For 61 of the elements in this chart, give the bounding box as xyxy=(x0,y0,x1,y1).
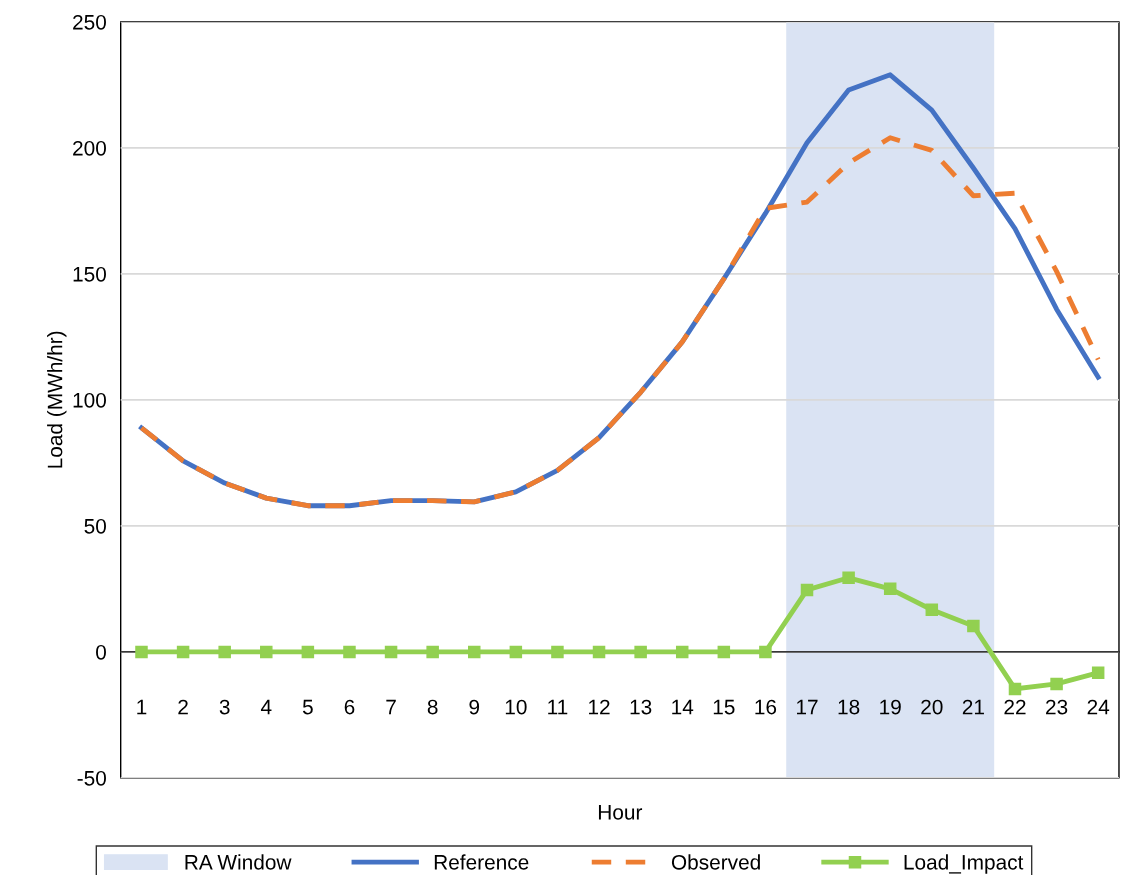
point xyxy=(1008,682,1022,696)
point xyxy=(842,571,855,585)
y-tick-label: -50 xyxy=(77,770,106,786)
point xyxy=(301,645,315,659)
x-tick-label: 10 xyxy=(505,699,527,715)
x-tick-label: 11 xyxy=(548,699,568,715)
point xyxy=(1091,666,1105,680)
point xyxy=(218,645,231,659)
x-tick-label: 13 xyxy=(630,699,652,715)
point xyxy=(176,645,190,659)
y-tick-label: 100 xyxy=(73,392,106,408)
point xyxy=(759,645,772,659)
legend-label: Load_Impact xyxy=(904,854,1024,874)
x-tick-label: 1 xyxy=(137,699,147,715)
x-tick-label: 18 xyxy=(838,699,860,715)
point xyxy=(883,582,897,596)
point xyxy=(343,645,356,659)
point xyxy=(384,645,398,659)
point xyxy=(260,645,273,659)
x-axis-title: Hour xyxy=(598,805,643,820)
x-tick-label: 2 xyxy=(178,699,188,715)
point xyxy=(551,645,564,659)
point xyxy=(925,603,939,617)
point xyxy=(135,645,148,659)
x-tick-label: 15 xyxy=(713,699,735,715)
point xyxy=(800,583,814,597)
y-tick-label: 50 xyxy=(84,518,106,534)
x-tick-label: 14 xyxy=(672,699,694,715)
legend-label: RA Window xyxy=(185,854,292,870)
legend-label: Reference xyxy=(434,854,529,870)
y-tick-label: 0 xyxy=(96,644,106,660)
point xyxy=(592,645,606,659)
x-tick-label: 12 xyxy=(589,699,610,715)
x-tick-label: 4 xyxy=(260,699,272,715)
x-tick-label: 17 xyxy=(797,699,818,715)
y-tick-label: 250 xyxy=(73,14,106,30)
point xyxy=(426,645,439,659)
x-tick-label: 21 xyxy=(962,699,984,715)
x-tick-label: 9 xyxy=(469,699,480,715)
x-tick-label: 22 xyxy=(1004,699,1026,715)
point xyxy=(675,645,689,659)
x-tick-label: 7 xyxy=(386,699,396,715)
x-tick-label: 16 xyxy=(755,699,777,715)
x-tick-label: 20 xyxy=(921,699,943,715)
y-tick-label: 150 xyxy=(73,266,106,282)
x-tick-label: 6 xyxy=(344,699,355,715)
legend-label: Observed xyxy=(671,854,760,870)
point xyxy=(1050,677,1063,691)
point xyxy=(967,619,980,633)
x-tick-label: 19 xyxy=(880,699,901,715)
y-axis-title: Load (MWh/hr) xyxy=(47,331,67,468)
x-tick-label: 8 xyxy=(427,699,438,715)
point xyxy=(468,645,481,659)
y-tick-label: 200 xyxy=(73,140,106,156)
point xyxy=(509,645,523,659)
x-tick-label: 23 xyxy=(1046,699,1068,715)
point xyxy=(717,645,731,659)
point xyxy=(634,645,647,659)
x-tick-label: 5 xyxy=(302,699,313,715)
x-tick-label: 24 xyxy=(1087,699,1110,715)
x-tick-label: 3 xyxy=(219,699,230,715)
